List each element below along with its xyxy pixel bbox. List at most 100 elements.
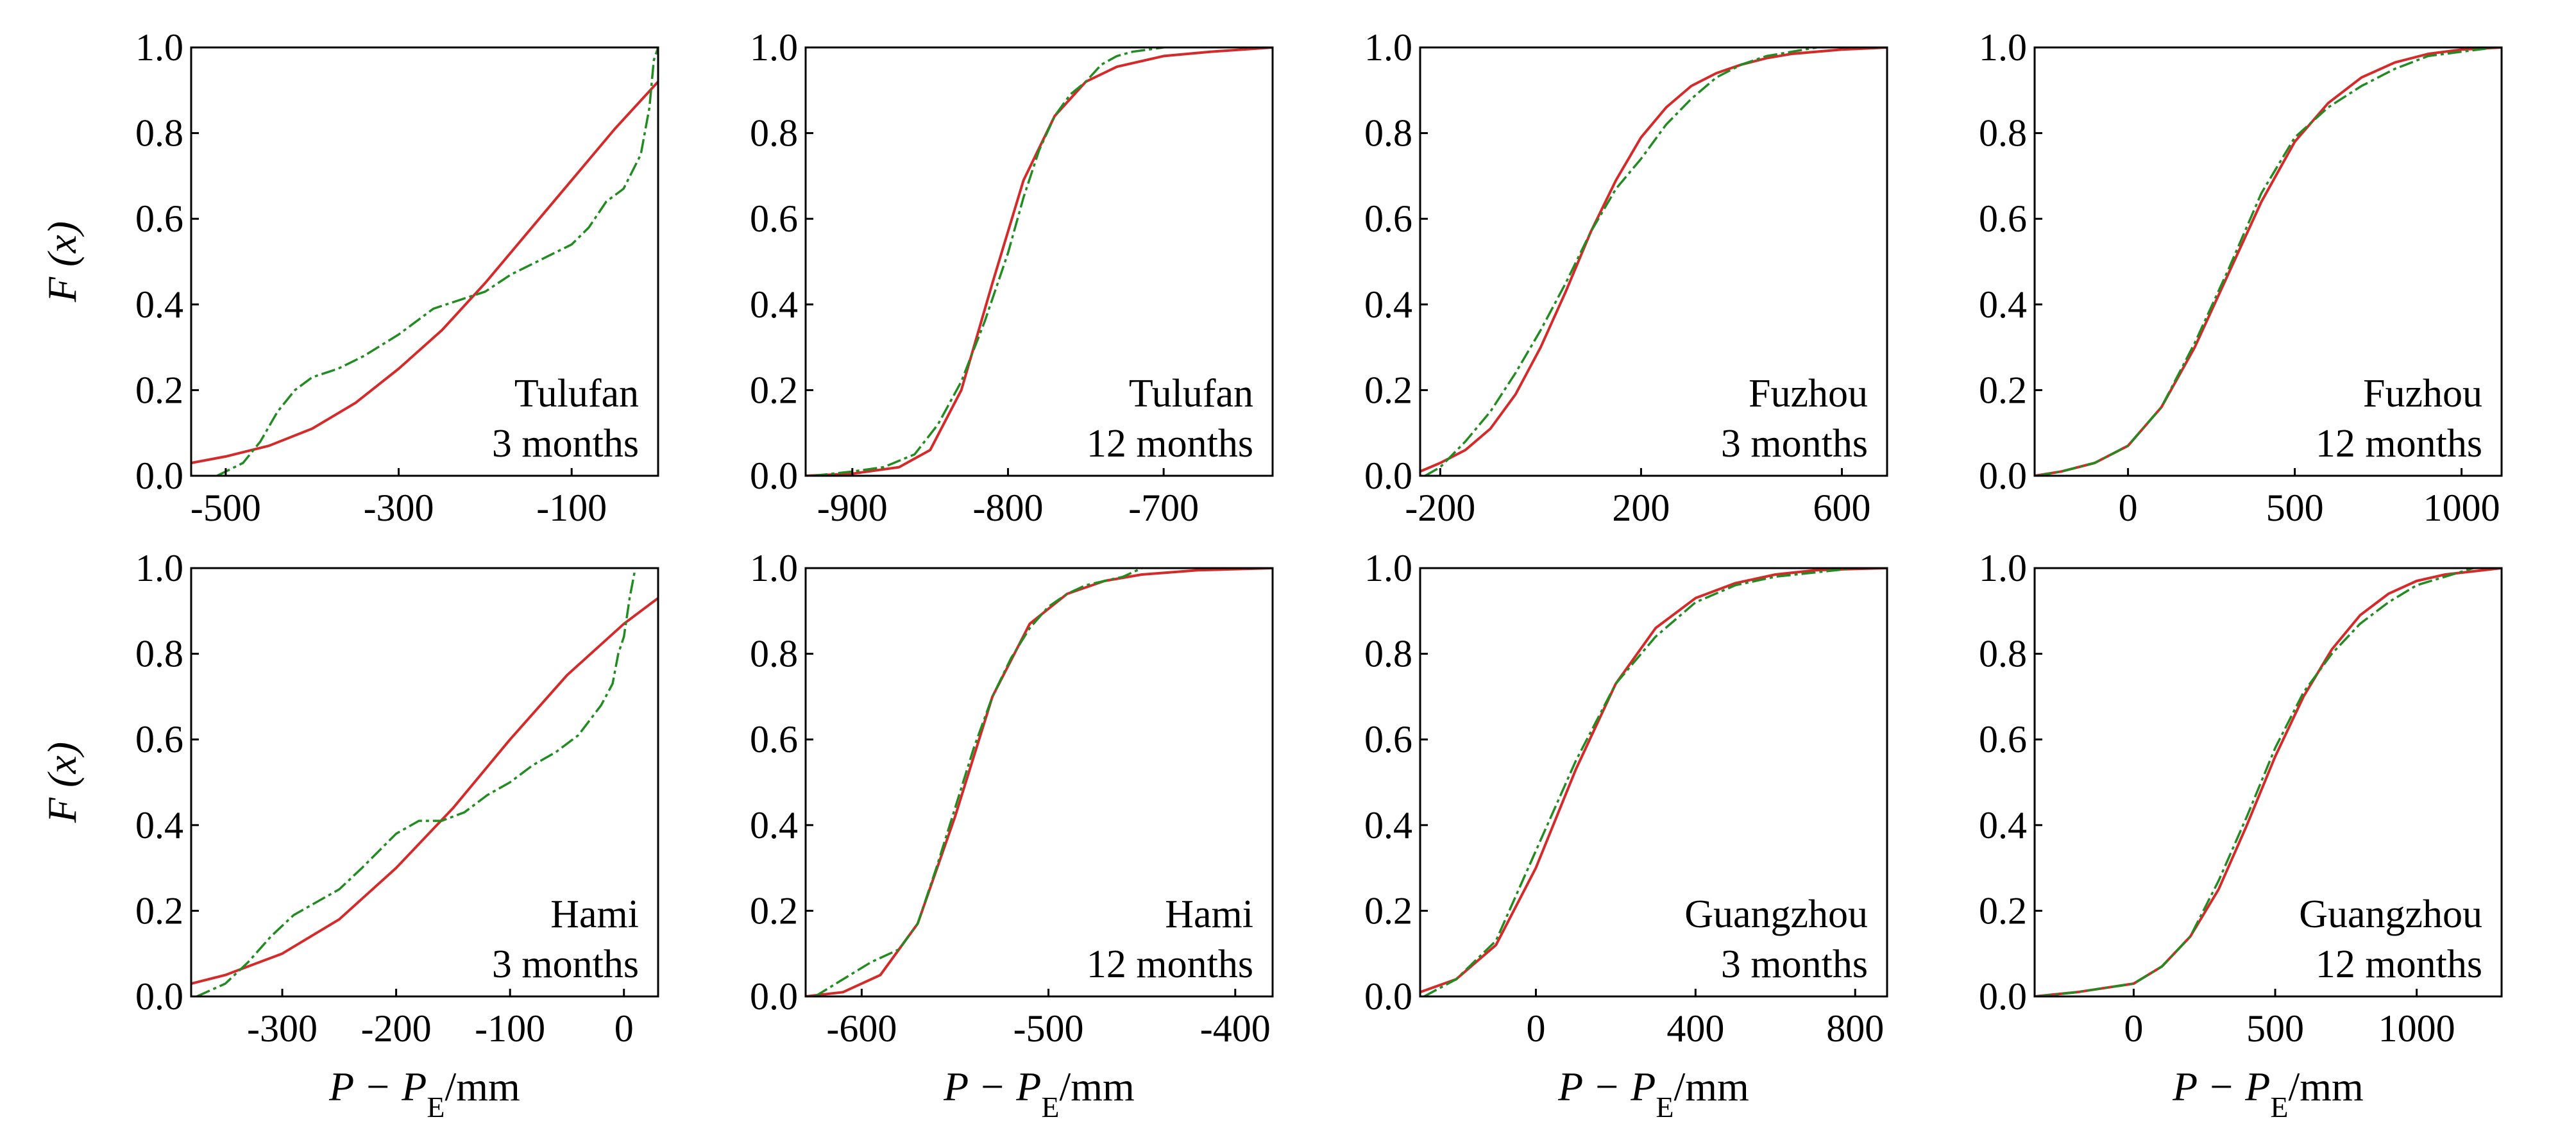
- y-tick-label: 0.2: [135, 369, 183, 411]
- x-tick-label: 0: [2119, 487, 2138, 529]
- theoretical-cdf-line: [806, 47, 1273, 476]
- x-tick-label: -300: [364, 487, 434, 529]
- y-tick-label: 0.4: [135, 283, 183, 326]
- panel-station-label: Fuzhou: [2363, 372, 2482, 416]
- y-tick-label: 0.6: [750, 197, 798, 240]
- y-tick-label: 0.2: [750, 889, 798, 932]
- empirical-cdf-line: [2037, 568, 2474, 996]
- panel-period-label: 3 months: [492, 943, 639, 986]
- chart-panel-3: 0.0 0.2 0.4 0.6 0.8 1.0 0 500 1000 Fuzhou 12 month…: [1979, 26, 2503, 529]
- chart-panel-0: 0.0 0.2 0.4 0.6 0.8 1.0 -500 -300 -100 Tulufan 3 m…: [39, 26, 659, 529]
- y-tick-label: 0.4: [1979, 283, 2027, 326]
- theoretical-cdf-line: [191, 81, 658, 464]
- y-tick-label: 0.6: [1364, 718, 1412, 760]
- empirical-cdf-line: [2037, 47, 2495, 476]
- plot-frame: [2033, 567, 2503, 998]
- y-tick-label: 1.0: [135, 26, 183, 69]
- panel-station-label: Tulufan: [514, 372, 639, 416]
- empirical-cdf-line: [196, 568, 637, 996]
- x-tick-label: -900: [817, 487, 888, 529]
- y-tick-label: 0.6: [135, 718, 183, 760]
- x-axis-label: P − PE/mm: [328, 1064, 520, 1123]
- chart-panel-4: 0.0 0.2 0.4 0.6 0.8 1.0 -300 -200 -100 0 Hami 3 mon…: [39, 547, 659, 1123]
- empirical-cdf-line: [813, 47, 1164, 476]
- y-tick-label: 0.0: [1364, 455, 1412, 497]
- y-tick-label: 0.4: [750, 283, 798, 326]
- chart-panel-2: 0.0 0.2 0.4 0.6 0.8 1.0 -200 200 600 Fuzhou 3 mont…: [1364, 26, 1888, 529]
- y-tick-label: 1.0: [750, 26, 798, 69]
- y-tick-label: 0.8: [1979, 112, 2027, 155]
- y-tick-label: 0.2: [1364, 369, 1412, 411]
- empirical-cdf-line: [1424, 47, 1817, 476]
- y-tick-label: 1.0: [1364, 547, 1412, 589]
- y-tick-label: 1.0: [1979, 26, 2027, 69]
- y-tick-label: 1.0: [1979, 547, 2027, 589]
- y-tick-label: 0.8: [135, 112, 183, 155]
- y-tick-label: 0.8: [750, 112, 798, 155]
- panel-period-label: 12 months: [2316, 422, 2482, 466]
- x-axis-label: P − PE/mm: [1557, 1064, 1749, 1123]
- panel-period-label: 3 months: [1721, 422, 1868, 466]
- y-tick-label: 0.2: [750, 369, 798, 411]
- x-tick-label: 1000: [2423, 487, 2500, 529]
- plot-frame: [1419, 46, 1888, 477]
- x-tick-label: 400: [1666, 1007, 1724, 1050]
- x-tick-label: -500: [1013, 1007, 1084, 1050]
- panel-station-label: Tulufan: [1129, 372, 1253, 416]
- panel-station-label: Guangzhou: [1684, 893, 1868, 936]
- plot-frame: [190, 567, 659, 998]
- plot-frame: [804, 46, 1274, 477]
- x-tick-label: 0: [614, 1007, 634, 1050]
- panel-period-label: 12 months: [1087, 422, 1253, 466]
- x-tick-label: 500: [2246, 1007, 2304, 1050]
- plot-frame: [2033, 46, 2503, 477]
- x-tick-label: -200: [361, 1007, 432, 1050]
- y-tick-label: 0.8: [1979, 633, 2027, 675]
- y-tick-label: 0.4: [750, 804, 798, 846]
- y-tick-label: 0.6: [750, 718, 798, 760]
- y-tick-label: 1.0: [750, 547, 798, 589]
- y-tick-label: 0.8: [135, 633, 183, 675]
- y-tick-label: 1.0: [1364, 26, 1412, 69]
- y-tick-label: 0.6: [135, 197, 183, 240]
- empirical-cdf-line: [814, 568, 1142, 996]
- y-tick-label: 0.8: [1364, 112, 1412, 155]
- y-tick-label: 0.6: [1979, 197, 2027, 240]
- y-tick-label: 0.6: [1979, 718, 2027, 760]
- y-tick-label: 0.8: [1364, 633, 1412, 675]
- x-tick-label: -100: [536, 487, 607, 529]
- plot-frame: [1419, 567, 1888, 998]
- x-axis-label: P − PE/mm: [2172, 1064, 2364, 1123]
- y-tick-label: 0.2: [1979, 369, 2027, 411]
- x-tick-label: -600: [826, 1007, 897, 1050]
- panel-period-label: 12 months: [1087, 943, 1253, 986]
- x-tick-label: -300: [247, 1007, 318, 1050]
- panel-station-label: Guangzhou: [2299, 893, 2482, 936]
- y-tick-label: 0.6: [1364, 197, 1412, 240]
- panel-period-label: 12 months: [2316, 943, 2482, 986]
- x-tick-label: 600: [1813, 487, 1871, 529]
- empirical-cdf-line: [216, 47, 658, 476]
- y-tick-label: 0.4: [1979, 804, 2027, 846]
- y-axis-label: F (x): [39, 742, 85, 823]
- y-tick-label: 0.0: [1364, 975, 1412, 1018]
- y-axis-label: F (x): [39, 221, 85, 303]
- x-tick-label: 500: [2266, 487, 2324, 529]
- x-tick-label: -400: [1200, 1007, 1271, 1050]
- y-tick-label: 0.0: [750, 455, 798, 497]
- empirical-cdf-line: [1423, 568, 1856, 996]
- x-tick-label: -500: [191, 487, 261, 529]
- y-tick-label: 1.0: [135, 547, 183, 589]
- x-tick-label: 0: [1526, 1007, 1545, 1050]
- x-tick-label: 1000: [2378, 1007, 2455, 1050]
- panel-period-label: 3 months: [492, 422, 639, 466]
- y-tick-label: 0.0: [1979, 455, 2027, 497]
- x-axis-label: P − PE/mm: [943, 1064, 1135, 1123]
- chart-panel-1: 0.0 0.2 0.4 0.6 0.8 1.0 -900 -800 -700 Tulufan 12 …: [750, 26, 1274, 529]
- panel-station-label: Fuzhou: [1749, 372, 1868, 416]
- panel-station-label: Hami: [550, 893, 639, 936]
- chart-panel-6: 0.0 0.2 0.4 0.6 0.8 1.0 0 400 800 Guangzhou 3 mont…: [1364, 547, 1888, 1123]
- y-tick-label: 0.4: [1364, 804, 1412, 846]
- theoretical-cdf-line: [191, 597, 658, 985]
- panel-period-label: 3 months: [1721, 943, 1868, 986]
